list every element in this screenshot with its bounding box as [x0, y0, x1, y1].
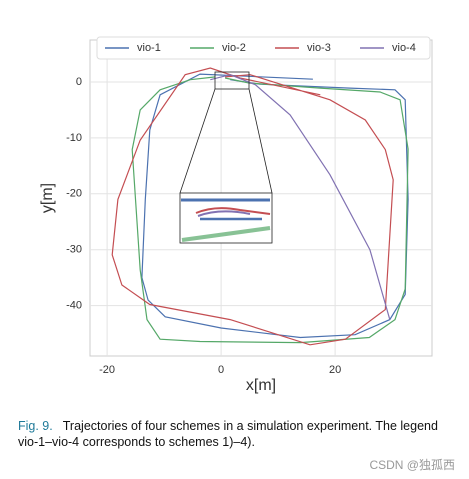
caption-label: Fig. 9. — [18, 419, 53, 433]
lines — [111, 67, 409, 346]
legend-label: vio-4 — [392, 42, 416, 54]
zoom-link — [248, 88, 273, 194]
x-tick-label: 20 — [329, 364, 341, 376]
zoom-trace — [197, 210, 251, 217]
chart: vio-1 vio-2 vio-3 vio-4 x[m] y[m] -20 0 20 0 -1… — [39, 36, 433, 394]
zoom-trace — [181, 226, 271, 242]
y-tick-label: -10 — [66, 132, 82, 144]
x-tick-label: 0 — [218, 364, 224, 376]
legend-label: vio-3 — [307, 42, 331, 54]
caption: Fig. 9. Trajectories of four schemes in a… — [18, 418, 458, 450]
y-tick-label: -30 — [66, 244, 82, 256]
legend-label: vio-1 — [137, 42, 161, 54]
x-axis-label: x[m] — [246, 377, 276, 394]
legend — [96, 36, 431, 60]
zoom-link — [179, 88, 216, 194]
x-tick-label: -20 — [99, 364, 115, 376]
trajectory — [210, 74, 391, 320]
zoom-trace — [195, 207, 271, 215]
trajectory — [141, 73, 409, 339]
y-tick-label: -40 — [66, 300, 82, 312]
y-axis-label: y[m] — [39, 183, 56, 213]
inset — [179, 71, 273, 244]
trajectory — [111, 67, 394, 346]
trajectory — [131, 76, 409, 344]
y-tick-label: 0 — [76, 76, 82, 88]
y-tick-label: -20 — [66, 188, 82, 200]
legend-label: vio-2 — [222, 42, 246, 54]
caption-text: Trajectories of four schemes in a simula… — [18, 419, 438, 449]
zoom-box — [214, 71, 250, 90]
legend-items: vio-1 vio-2 vio-3 vio-4 — [105, 42, 416, 54]
watermark: CSDN @独孤西 — [369, 458, 455, 472]
